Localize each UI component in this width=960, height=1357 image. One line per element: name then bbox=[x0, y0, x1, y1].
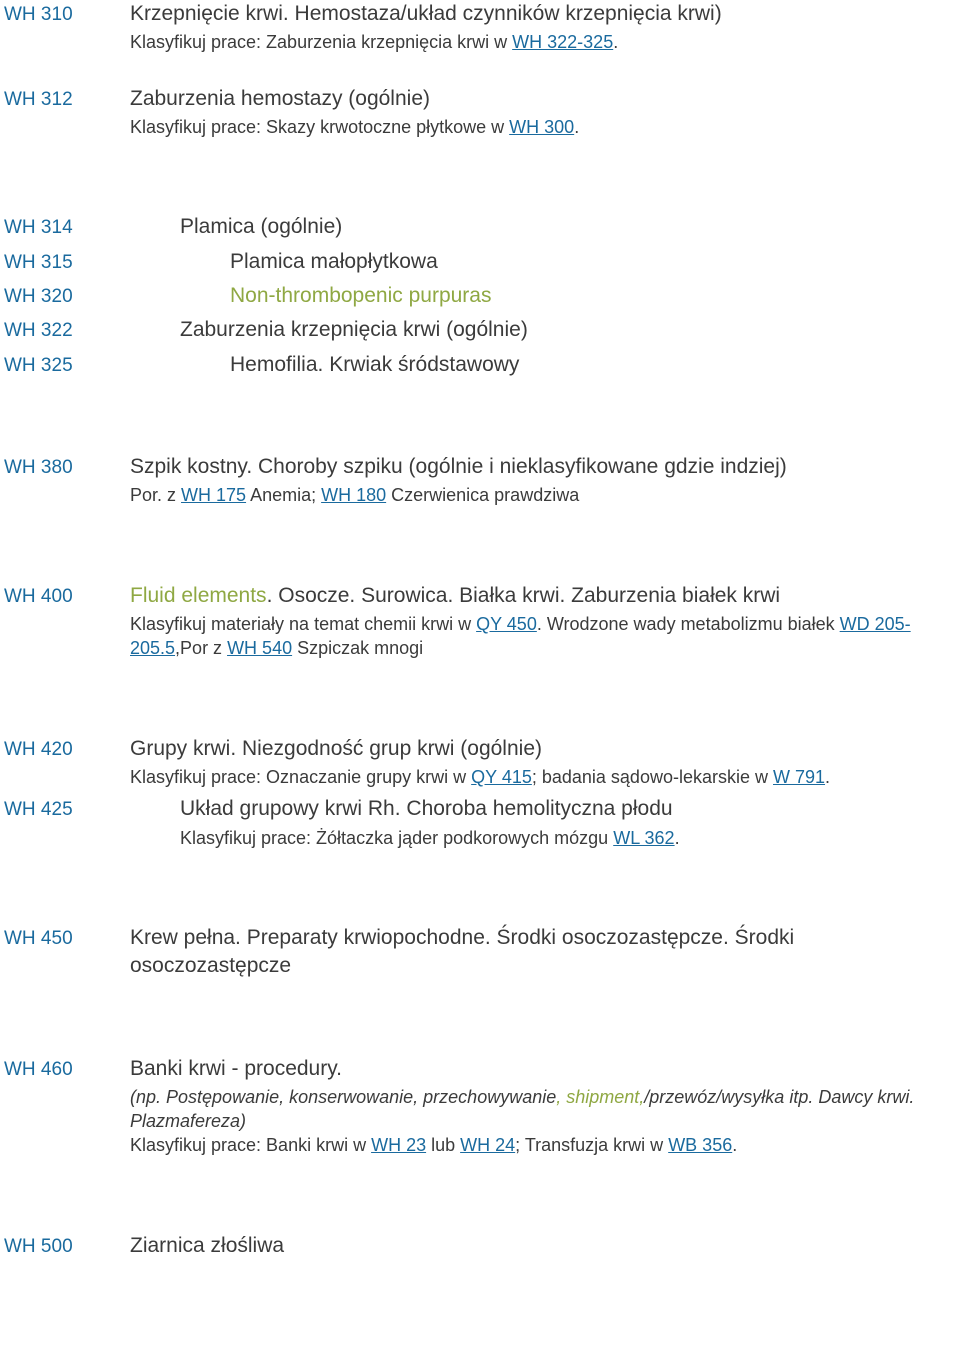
classification-title: Plamica małopłytkowa bbox=[130, 248, 956, 276]
classification-note: Por. z WH 175 Anemia; WH 180 Czerwienica… bbox=[130, 483, 956, 507]
classification-code: WH 315 bbox=[4, 248, 130, 276]
classification-code: WH 320 bbox=[4, 282, 130, 310]
classification-title: Krew pełna. Preparaty krwiopochodne. Śro… bbox=[130, 924, 956, 981]
classification-note: Klasyfikuj materiały na temat chemii krw… bbox=[130, 612, 956, 661]
classification-entry: WH 425Układ grupowy krwi Rh. Choroba hem… bbox=[4, 795, 956, 850]
classification-title: Hemofilia. Krwiak śródstawowy bbox=[130, 351, 956, 379]
classification-entry: WH 314Plamica (ogólnie) bbox=[4, 213, 956, 241]
classification-code: WH 322 bbox=[4, 316, 130, 344]
classification-entry: WH 450Krew pełna. Preparaty krwiopochodn… bbox=[4, 924, 956, 981]
classification-title: Fluid elements. Osocze. Surowica. Białka… bbox=[130, 582, 956, 610]
classification-content: Ziarnica złośliwa bbox=[130, 1232, 956, 1260]
classification-content: Grupy krwi. Niezgodność grup krwi (ogóln… bbox=[130, 735, 956, 790]
classification-title: Szpik kostny. Choroby szpiku (ogólnie i … bbox=[130, 453, 956, 481]
classification-code: WH 325 bbox=[4, 351, 130, 379]
classification-entry: WH 312Zaburzenia hemostazy (ogólnie)Klas… bbox=[4, 85, 956, 140]
classification-entry: WH 460Banki krwi - procedury.(np. Postęp… bbox=[4, 1055, 956, 1158]
classification-title: Grupy krwi. Niezgodność grup krwi (ogóln… bbox=[130, 735, 956, 763]
classification-note: Klasyfikuj prace: Skazy krwotoczne płytk… bbox=[130, 115, 956, 139]
classification-note: Klasyfikuj prace: Oznaczanie grupy krwi … bbox=[130, 765, 956, 789]
classification-title: Plamica (ogólnie) bbox=[130, 213, 956, 241]
classification-content: Fluid elements. Osocze. Surowica. Białka… bbox=[130, 582, 956, 661]
cross-reference-link[interactable]: QY 415 bbox=[471, 767, 532, 787]
cross-reference-link[interactable]: WH 175 bbox=[181, 485, 246, 505]
classification-entry: WH 400Fluid elements. Osocze. Surowica. … bbox=[4, 582, 956, 661]
classification-content: Non-thrombopenic purpuras bbox=[130, 282, 956, 310]
classification-content: Układ grupowy krwi Rh. Choroba hemolityc… bbox=[130, 795, 956, 850]
classification-title: Zaburzenia hemostazy (ogólnie) bbox=[130, 85, 956, 113]
classification-title: Układ grupowy krwi Rh. Choroba hemolityc… bbox=[130, 795, 956, 823]
cross-reference-link[interactable]: WH 540 bbox=[227, 638, 292, 658]
classification-code: WH 310 bbox=[4, 0, 130, 28]
cross-reference-link[interactable]: WH 24 bbox=[460, 1135, 515, 1155]
classification-entry: WH 325Hemofilia. Krwiak śródstawowy bbox=[4, 351, 956, 379]
classification-code: WH 314 bbox=[4, 213, 130, 241]
cross-reference-link[interactable]: WL 362 bbox=[613, 828, 674, 848]
classification-content: Hemofilia. Krwiak śródstawowy bbox=[130, 351, 956, 379]
classification-title: Banki krwi - procedury. bbox=[130, 1055, 956, 1083]
classification-code: WH 420 bbox=[4, 735, 130, 763]
classification-content: Zaburzenia hemostazy (ogólnie)Klasyfikuj… bbox=[130, 85, 956, 140]
classification-content: Plamica małopłytkowa bbox=[130, 248, 956, 276]
classification-note: Klasyfikuj prace: Zaburzenia krzepnięcia… bbox=[130, 30, 956, 54]
classification-content: Krew pełna. Preparaty krwiopochodne. Śro… bbox=[130, 924, 956, 981]
classification-code: WH 450 bbox=[4, 924, 130, 952]
cross-reference-link[interactable]: WH 23 bbox=[371, 1135, 426, 1155]
classification-code: WH 425 bbox=[4, 795, 130, 823]
classification-content: Szpik kostny. Choroby szpiku (ogólnie i … bbox=[130, 453, 956, 508]
classification-entry: WH 420Grupy krwi. Niezgodność grup krwi … bbox=[4, 735, 956, 790]
classification-note: (np. Postępowanie, konserwowanie, przech… bbox=[130, 1085, 956, 1158]
classification-entry: WH 380Szpik kostny. Choroby szpiku (ogól… bbox=[4, 453, 956, 508]
classification-code: WH 500 bbox=[4, 1232, 130, 1260]
classification-title: Krzepnięcie krwi. Hemostaza/układ czynni… bbox=[130, 0, 956, 28]
classification-content: Banki krwi - procedury.(np. Postępowanie… bbox=[130, 1055, 956, 1158]
classification-content: Krzepnięcie krwi. Hemostaza/układ czynni… bbox=[130, 0, 956, 55]
classification-title: Non-thrombopenic purpuras bbox=[130, 282, 956, 310]
classification-code: WH 460 bbox=[4, 1055, 130, 1083]
classification-content: Zaburzenia krzepnięcia krwi (ogólnie) bbox=[130, 316, 956, 344]
classification-entry: WH 320Non-thrombopenic purpuras bbox=[4, 282, 956, 310]
classification-entry: WH 322Zaburzenia krzepnięcia krwi (ogóln… bbox=[4, 316, 956, 344]
cross-reference-link[interactable]: W 791 bbox=[773, 767, 825, 787]
classification-title: Ziarnica złośliwa bbox=[130, 1232, 956, 1260]
classification-entry: WH 310Krzepnięcie krwi. Hemostaza/układ … bbox=[4, 0, 956, 55]
cross-reference-link[interactable]: WB 356 bbox=[668, 1135, 732, 1155]
classification-entry: WH 500Ziarnica złośliwa bbox=[4, 1232, 956, 1260]
cross-reference-link[interactable]: WH 180 bbox=[321, 485, 386, 505]
classification-entry: WH 315Plamica małopłytkowa bbox=[4, 248, 956, 276]
cross-reference-link[interactable]: QY 450 bbox=[476, 614, 537, 634]
classification-code: WH 380 bbox=[4, 453, 130, 481]
classification-content: Plamica (ogólnie) bbox=[130, 213, 956, 241]
classification-code: WH 312 bbox=[4, 85, 130, 113]
cross-reference-link[interactable]: WH 322-325 bbox=[512, 32, 613, 52]
classification-title: Zaburzenia krzepnięcia krwi (ogólnie) bbox=[130, 316, 956, 344]
cross-reference-link[interactable]: WH 300 bbox=[509, 117, 574, 137]
classification-code: WH 400 bbox=[4, 582, 130, 610]
classification-note: Klasyfikuj prace: Żółtaczka jąder podkor… bbox=[130, 826, 956, 850]
